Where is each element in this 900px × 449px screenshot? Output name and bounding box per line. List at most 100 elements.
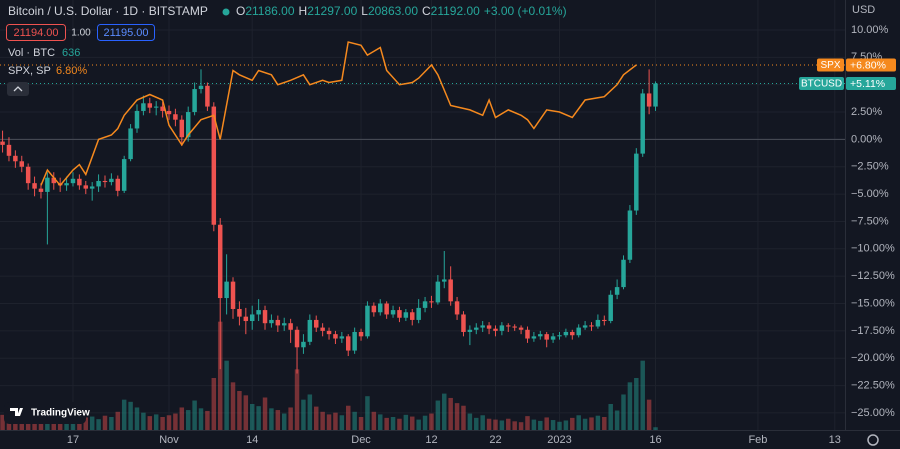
candle-body bbox=[544, 334, 549, 340]
volume-bar bbox=[563, 420, 569, 430]
buy-button[interactable] bbox=[97, 24, 155, 41]
volume-bar bbox=[595, 415, 601, 430]
candle-body bbox=[589, 325, 594, 327]
volume-bar bbox=[627, 382, 633, 430]
change: +3.00 (+0.01%) bbox=[484, 4, 567, 18]
candle-body bbox=[512, 326, 517, 328]
volume-bar bbox=[121, 399, 127, 430]
volume-bar bbox=[96, 419, 101, 430]
candle-body bbox=[333, 334, 338, 339]
volume-bar bbox=[480, 415, 485, 430]
x-tick-label: 2023 bbox=[547, 434, 571, 446]
volume-bar bbox=[57, 419, 63, 430]
candle-body bbox=[237, 308, 242, 317]
y-tick-label: −10.00% bbox=[851, 243, 895, 255]
y-tick-label: 2.50% bbox=[851, 106, 882, 118]
volume-bar bbox=[19, 418, 25, 430]
volume-bar bbox=[147, 416, 153, 430]
collapse-button[interactable] bbox=[7, 82, 29, 96]
candle-body bbox=[461, 314, 466, 332]
volume-bar bbox=[589, 417, 594, 430]
price-tag-name: SPX bbox=[820, 60, 840, 71]
volume-bar bbox=[134, 407, 140, 430]
candle-body bbox=[358, 331, 364, 337]
volume-bar bbox=[525, 416, 530, 430]
candle-body bbox=[32, 183, 37, 189]
ohlc-label: O bbox=[236, 4, 245, 18]
candle-body bbox=[397, 310, 402, 318]
candle-body bbox=[390, 310, 396, 315]
candle-body bbox=[217, 224, 223, 299]
price-layer bbox=[0, 41, 845, 374]
volume-bar bbox=[531, 419, 537, 430]
candle-body bbox=[0, 141, 5, 145]
x-tick-label: 22 bbox=[489, 434, 501, 446]
candle-body bbox=[506, 325, 511, 327]
volume-bar bbox=[173, 413, 178, 430]
candle-body bbox=[262, 310, 268, 324]
candle-body bbox=[19, 161, 25, 167]
candle-body bbox=[499, 325, 505, 331]
volume-bar bbox=[211, 378, 217, 430]
candle-body bbox=[185, 112, 191, 138]
volume-bar bbox=[557, 421, 562, 430]
volume-bar bbox=[198, 408, 204, 430]
volume-bar bbox=[582, 418, 588, 430]
candle-body bbox=[288, 323, 293, 330]
x-tick-label: 12 bbox=[425, 434, 437, 446]
volume-bar bbox=[614, 410, 620, 430]
candle-body bbox=[531, 336, 537, 339]
candle-body bbox=[518, 327, 524, 330]
candle-body bbox=[595, 319, 601, 327]
volume-bar bbox=[179, 407, 185, 430]
candle-body bbox=[301, 341, 306, 348]
volume-bar bbox=[230, 382, 236, 430]
volume-bar bbox=[384, 417, 389, 430]
candle-body bbox=[224, 281, 229, 299]
candle-body bbox=[403, 312, 409, 318]
candle-body bbox=[249, 314, 255, 322]
sell-button[interactable] bbox=[6, 24, 66, 41]
ohlc-value: 21192.00 bbox=[431, 4, 480, 18]
volume-bar bbox=[416, 419, 421, 430]
candle-body bbox=[608, 294, 613, 322]
candle-body bbox=[281, 323, 287, 326]
candle-body bbox=[307, 319, 313, 342]
volume-bar bbox=[141, 412, 146, 430]
volume-bar bbox=[506, 418, 511, 430]
volume-bar bbox=[237, 391, 242, 430]
x-tick-label: Nov bbox=[159, 434, 179, 446]
candle-body bbox=[294, 329, 300, 348]
settings-icon[interactable] bbox=[867, 434, 879, 446]
price-tag-name-box bbox=[817, 58, 844, 72]
volume-bar bbox=[346, 405, 351, 430]
ohlc-value: 21186.00 bbox=[245, 4, 294, 18]
candle-body bbox=[45, 177, 50, 192]
candle-body bbox=[38, 188, 44, 192]
candle-body bbox=[205, 85, 210, 107]
price-tag-name: BTCUSD bbox=[801, 79, 842, 90]
volume-bar bbox=[499, 420, 505, 430]
candle-body bbox=[614, 287, 620, 295]
volume-bar bbox=[243, 395, 249, 430]
candle-body bbox=[179, 119, 185, 138]
volume-bar bbox=[608, 404, 613, 430]
price-tag-label: +6.80% bbox=[850, 59, 886, 71]
chart-title: Bitcoin / U.S. Dollar · 1D · BITSTAMP bbox=[8, 4, 208, 18]
sell-price: 21194.00 bbox=[13, 27, 58, 39]
volume-bar bbox=[0, 414, 5, 430]
volume-bar bbox=[256, 406, 261, 430]
x-tick-label: 16 bbox=[649, 434, 661, 446]
volume-bar bbox=[653, 427, 658, 430]
volume-bar bbox=[634, 378, 639, 430]
volume-bar bbox=[109, 417, 114, 430]
ohlc: O21186.00 H21297.00 L20863.00 C21192.00 +3.0… bbox=[236, 4, 567, 18]
volume-bar bbox=[128, 401, 133, 430]
candle-body bbox=[320, 327, 325, 331]
volume-bar bbox=[550, 420, 556, 430]
volume-bar bbox=[224, 360, 229, 430]
buy-price: 21195.00 bbox=[103, 27, 148, 39]
candle-body bbox=[582, 325, 588, 328]
candle-body bbox=[352, 331, 357, 351]
